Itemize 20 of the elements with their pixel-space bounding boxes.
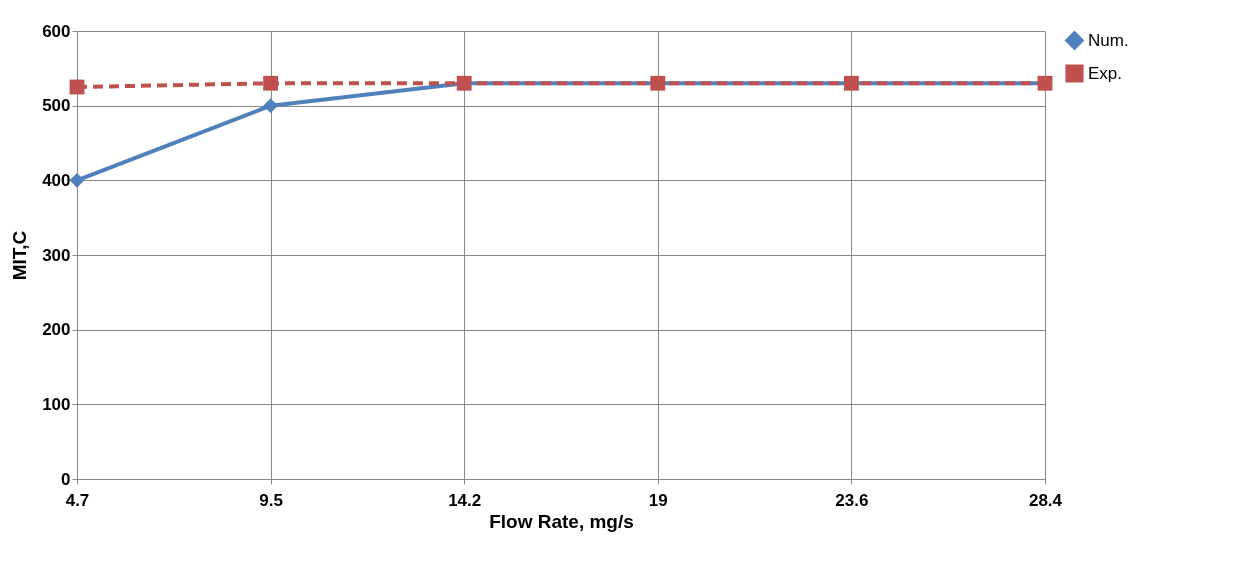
y-tick-label: 600 [42, 21, 71, 41]
y-tick-label: 0 [61, 469, 71, 489]
y-tick-label: 300 [42, 245, 71, 265]
y-axis-title: MIT,C [9, 230, 31, 281]
x-axis-title: Flow Rate, mg/s [489, 510, 634, 532]
x-tick-label: 14.2 [448, 490, 482, 510]
x-tick-label: 9.5 [259, 490, 283, 510]
x-tick-label: 19 [648, 490, 668, 510]
y-tick-label: 100 [42, 394, 71, 414]
point [263, 98, 279, 114]
x-tick-label: 4.7 [65, 490, 90, 510]
y-tick-label: 500 [42, 96, 71, 116]
legend-label: Exp. [1088, 63, 1123, 83]
point [263, 75, 279, 91]
y-tick-label: 200 [42, 320, 71, 340]
y-tick-label: 400 [42, 170, 71, 190]
point [69, 172, 85, 188]
x-tick-label: 23.6 [835, 490, 869, 510]
legend-label: Num. [1088, 30, 1129, 50]
x-tick-label: 28.4 [1028, 490, 1063, 510]
